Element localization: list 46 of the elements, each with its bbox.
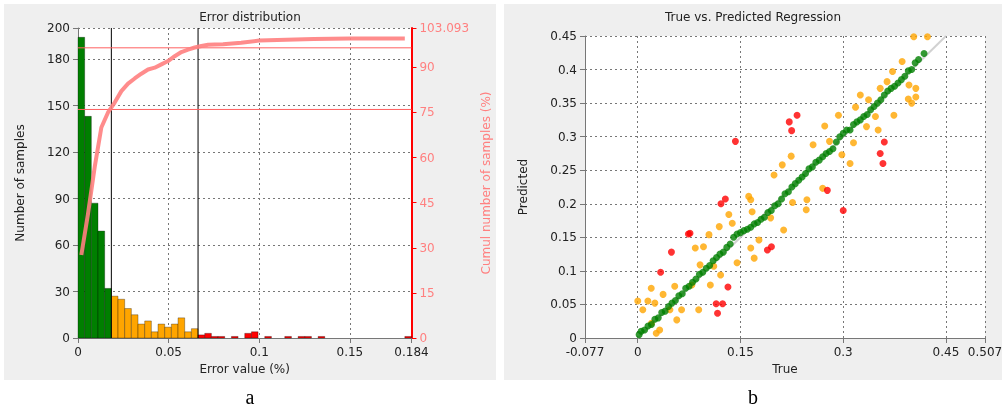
y-tick-label: 0.15 (550, 230, 577, 245)
y-tick-label: 150 (47, 98, 70, 113)
x-tick-label: -0.077 (565, 345, 605, 359)
y2-tick-label: 15 (419, 285, 435, 300)
x-tick-label: 0.05 (155, 345, 182, 359)
y-tick-label: 0.35 (550, 96, 577, 111)
text: b (748, 386, 758, 408)
x-axis-title: True (771, 361, 798, 376)
x-tick-label: 0.15 (727, 345, 754, 359)
y2-tick-label: 60 (419, 150, 435, 165)
x-tick-label: 0.3 (833, 345, 853, 359)
y2-tick-label: 90 (419, 60, 435, 75)
y-tick-label: 0.4 (557, 62, 577, 77)
x-tick-label: 0.45 (932, 345, 960, 359)
y-tick-label: 0 (569, 331, 577, 345)
y-tick-label: 180 (47, 52, 70, 66)
y-tick-label: 60 (54, 238, 70, 252)
x-tick-label: 0.15 (336, 345, 364, 359)
y-tick-label: 0.1 (557, 263, 577, 278)
chart-title: Error distribution (199, 10, 301, 24)
y-tick-label: 0.3 (557, 129, 577, 144)
y-axis-title: Predicted (516, 158, 530, 216)
text: a (245, 386, 255, 408)
y-tick-label: 0 (62, 331, 70, 345)
x-axis-title: Error value (%) (199, 361, 290, 376)
y2-tick-label: 75 (419, 105, 435, 120)
x-tick-label: 0.507 (967, 345, 1003, 359)
chart-title: True vs. Predicted Regression (663, 10, 842, 24)
x-tick-label: 0 (633, 345, 642, 359)
x-tick-label: 0 (74, 345, 82, 359)
y2-tick-label: 103.093 (419, 21, 470, 35)
y-tick-label: 0.2 (557, 196, 577, 211)
y-tick-label: 200 (47, 21, 70, 35)
y2-axis-title: Cumul number of samples (%) (479, 91, 493, 275)
y-tick-label: 30 (54, 284, 70, 299)
y2-tick-label: 30 (419, 240, 435, 255)
y-tick-label: 0.25 (550, 163, 577, 178)
y-tick-label: 120 (47, 145, 70, 159)
y2-tick-label: 45 (419, 195, 435, 210)
y2-tick-label: 0 (419, 331, 428, 345)
y-tick-label: 0.45 (550, 29, 577, 43)
y-tick-label: 0.05 (550, 297, 577, 312)
y-tick-label: 90 (54, 191, 70, 206)
y-axis-title: Number of samples (13, 124, 27, 242)
x-tick-label: 0.184 (394, 345, 429, 359)
x-tick-label: 0.1 (249, 345, 269, 359)
